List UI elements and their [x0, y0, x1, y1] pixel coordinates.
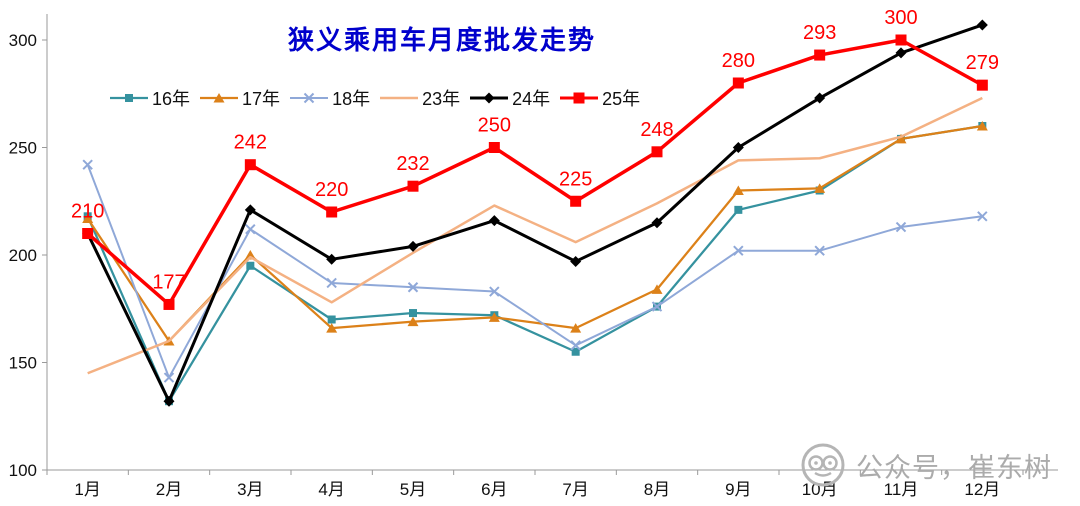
- x-tick-label: 11月: [884, 480, 919, 499]
- series-line-17年: [86, 124, 983, 343]
- watermark-text: 公众号，崔东树: [856, 452, 1052, 483]
- series-line-18年: [86, 164, 983, 379]
- series-line-16年: [86, 124, 983, 403]
- x-tick-label: 7月: [562, 480, 588, 499]
- legend-marker-18年: [290, 92, 329, 104]
- data-label: 300: [884, 7, 917, 29]
- legend-item-25年: 25年: [560, 85, 640, 111]
- watermark: 公众号，崔东树: [800, 442, 1052, 488]
- legend-label-16年: 16年: [152, 89, 191, 109]
- series-24年: [82, 19, 988, 407]
- x-tick-label: 3月: [237, 480, 263, 499]
- legend-item-24年: 24年: [470, 85, 550, 111]
- watermark-logo: [801, 443, 845, 487]
- data-label: 280: [722, 50, 755, 72]
- legend-marker-23年: [380, 96, 419, 100]
- data-label: 242: [234, 132, 267, 154]
- legend-marker-16年: [110, 94, 148, 102]
- data-label: 293: [803, 22, 836, 44]
- data-label: 248: [640, 119, 673, 141]
- data-label: 232: [396, 153, 429, 175]
- legend-label-23年: 23年: [422, 89, 461, 109]
- legend: 16年 17年 18年 23年 24年 25年: [110, 85, 640, 111]
- legend-marker-24年: [470, 92, 509, 104]
- x-tick-label: 4月: [318, 480, 344, 499]
- data-label: 250: [478, 115, 511, 137]
- y-tick-label: 300: [9, 31, 37, 50]
- legend-item-17年: 17年: [200, 85, 280, 111]
- data-label: 279: [966, 52, 999, 74]
- legend-label-18年: 18年: [332, 89, 371, 109]
- legend-label-25年: 25年: [602, 89, 641, 109]
- series-17年: [82, 121, 988, 346]
- x-tick-label: 8月: [644, 480, 670, 499]
- y-tick-label: 100: [9, 461, 37, 480]
- x-tick-label: 9月: [725, 480, 751, 499]
- x-tick-label: 5月: [400, 480, 426, 499]
- data-label: 225: [559, 168, 592, 190]
- series-16年: [83, 122, 987, 406]
- series-line-25年: [86, 38, 984, 307]
- y-tick-label: 200: [9, 246, 37, 265]
- x-tick-label: 2月: [156, 480, 182, 499]
- data-label: 210: [71, 201, 104, 223]
- series-23年: [87, 96, 983, 375]
- data-label: 177: [152, 271, 185, 293]
- legend-label-17年: 17年: [242, 89, 281, 109]
- data-label: 220: [315, 179, 348, 201]
- series-line-24年: [86, 23, 983, 403]
- legend-item-18年: 18年: [290, 85, 370, 111]
- x-tick-label: 12月: [964, 480, 1000, 499]
- x-tick-label: 1月: [74, 480, 100, 499]
- x-tick-label: 6月: [481, 480, 507, 499]
- legend-label-24年: 24年: [512, 89, 551, 109]
- legend-marker-17年: [200, 93, 239, 103]
- y-tick-label: 150: [9, 354, 37, 373]
- legend-marker-25年: [560, 92, 599, 104]
- legend-item-23年: 23年: [380, 85, 460, 111]
- legend-item-16年: 16年: [110, 85, 190, 111]
- y-tick-label: 250: [9, 139, 37, 158]
- series-25年: [82, 34, 988, 310]
- series-line-23年: [87, 96, 983, 375]
- series-18年: [82, 159, 988, 383]
- chart-title: 狭义乘用车月度批发走势: [288, 25, 597, 55]
